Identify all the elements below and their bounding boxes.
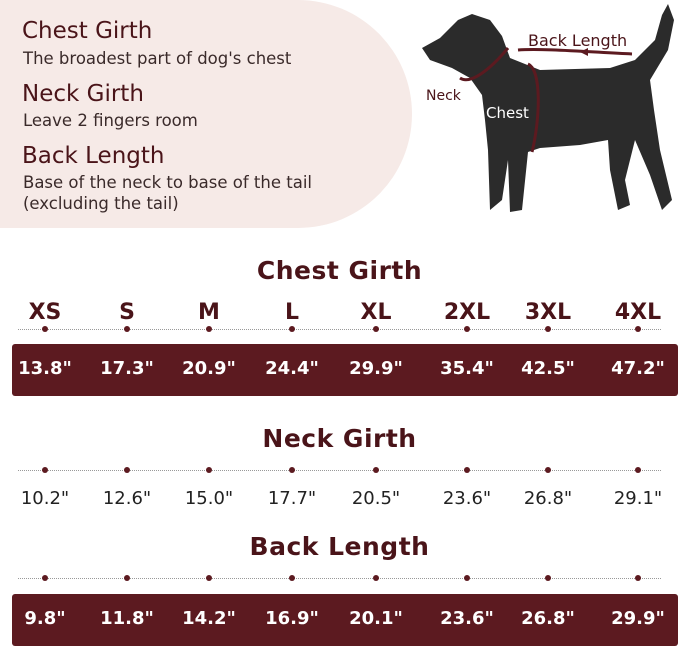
size-label: XS xyxy=(28,300,62,325)
measurement-value: 16.9" xyxy=(265,608,319,629)
measurement-value: 14.2" xyxy=(182,608,236,629)
size-marker-dot xyxy=(289,326,295,332)
chest-girth-desc: The broadest part of dog's chest xyxy=(23,49,292,68)
size-marker-dot xyxy=(124,467,130,473)
measurement-value: 42.5" xyxy=(521,358,575,379)
size-marker-dot xyxy=(545,467,551,473)
measurement-value: 17.3" xyxy=(100,358,154,379)
measurement-value: 15.0" xyxy=(184,488,234,509)
size-marker-dot xyxy=(373,575,379,581)
size-labels-row: XS S M L XL 2XL 3XL 4XL xyxy=(0,300,679,330)
measurement-value: 10.2" xyxy=(20,488,70,509)
neck-girth-desc: Leave 2 fingers room xyxy=(23,111,198,130)
size-marker-dot xyxy=(206,575,212,581)
measurement-value: 23.6" xyxy=(440,608,494,629)
measurement-value: 11.8" xyxy=(100,608,154,629)
back-length-heading: Back Length xyxy=(22,143,165,169)
size-marker-dot xyxy=(124,575,130,581)
size-label: 2XL xyxy=(443,300,491,325)
size-marker-dot xyxy=(635,326,641,332)
neck-label: Neck xyxy=(426,88,462,104)
chest-girth-heading: Chest Girth xyxy=(22,18,153,44)
size-label: 4XL xyxy=(614,300,662,325)
size-label: XL xyxy=(360,300,392,325)
size-marker-dot xyxy=(42,467,48,473)
measurement-value: 47.2" xyxy=(611,358,665,379)
measurement-value: 20.5" xyxy=(351,488,401,509)
chest-values-bar: 13.8" 17.3" 20.9" 24.4" 29.9" 35.4" 42.5" 47.2" xyxy=(12,344,678,396)
measurement-value: 26.8" xyxy=(523,488,573,509)
size-marker-dot xyxy=(464,326,470,332)
measurement-value: 9.8" xyxy=(24,608,66,629)
measurement-value: 17.7" xyxy=(267,488,317,509)
size-marker-dot xyxy=(373,467,379,473)
measurement-value: 29.1" xyxy=(613,488,663,509)
back-length-label: Back Length xyxy=(528,31,627,50)
measurement-value: 29.9" xyxy=(349,358,403,379)
size-marker-dot xyxy=(206,326,212,332)
divider xyxy=(18,329,661,330)
size-label: S xyxy=(119,300,135,325)
divider xyxy=(18,578,661,579)
measurement-guide-panel: Chest Girth The broadest part of dog's c… xyxy=(0,0,412,228)
back-length-title: Back Length xyxy=(249,532,430,561)
size-marker-dot xyxy=(206,467,212,473)
measurement-value: 24.4" xyxy=(265,358,319,379)
divider xyxy=(18,470,661,471)
size-marker-dot xyxy=(464,575,470,581)
back-values-bar: 9.8" 11.8" 14.2" 16.9" 20.1" 23.6" 26.8" 29.9" xyxy=(12,594,678,646)
measurement-value: 20.9" xyxy=(182,358,236,379)
dog-diagram: Back Length Neck Chest xyxy=(422,4,674,212)
measurement-value: 13.8" xyxy=(18,358,72,379)
size-label: M xyxy=(198,300,220,325)
neck-values-row: 10.2" 12.6" 15.0" 17.7" 20.5" 23.6" 26.8" 29.1" xyxy=(0,488,679,518)
size-marker-dot xyxy=(635,575,641,581)
back-length-desc: Base of the neck to base of the tail (ex… xyxy=(23,173,312,213)
measurement-value: 29.9" xyxy=(611,608,665,629)
size-marker-dot xyxy=(124,326,130,332)
size-label: L xyxy=(284,300,300,325)
size-marker-dot xyxy=(545,326,551,332)
size-marker-dot xyxy=(464,467,470,473)
size-label: 3XL xyxy=(524,300,572,325)
size-marker-dot xyxy=(42,326,48,332)
size-marker-dot xyxy=(373,326,379,332)
measurement-value: 26.8" xyxy=(521,608,575,629)
neck-girth-title: Neck Girth xyxy=(262,424,417,453)
measurement-value: 12.6" xyxy=(102,488,152,509)
measurement-value: 23.6" xyxy=(442,488,492,509)
dog-silhouette xyxy=(422,4,674,212)
size-marker-dot xyxy=(289,575,295,581)
size-marker-dot xyxy=(545,575,551,581)
chest-girth-title: Chest Girth xyxy=(256,256,423,285)
measurement-value: 20.1" xyxy=(349,608,403,629)
measurement-value: 35.4" xyxy=(440,358,494,379)
size-marker-dot xyxy=(289,467,295,473)
neck-girth-heading: Neck Girth xyxy=(22,81,144,107)
size-marker-dot xyxy=(635,467,641,473)
chest-label: Chest xyxy=(486,104,529,122)
size-marker-dot xyxy=(42,575,48,581)
